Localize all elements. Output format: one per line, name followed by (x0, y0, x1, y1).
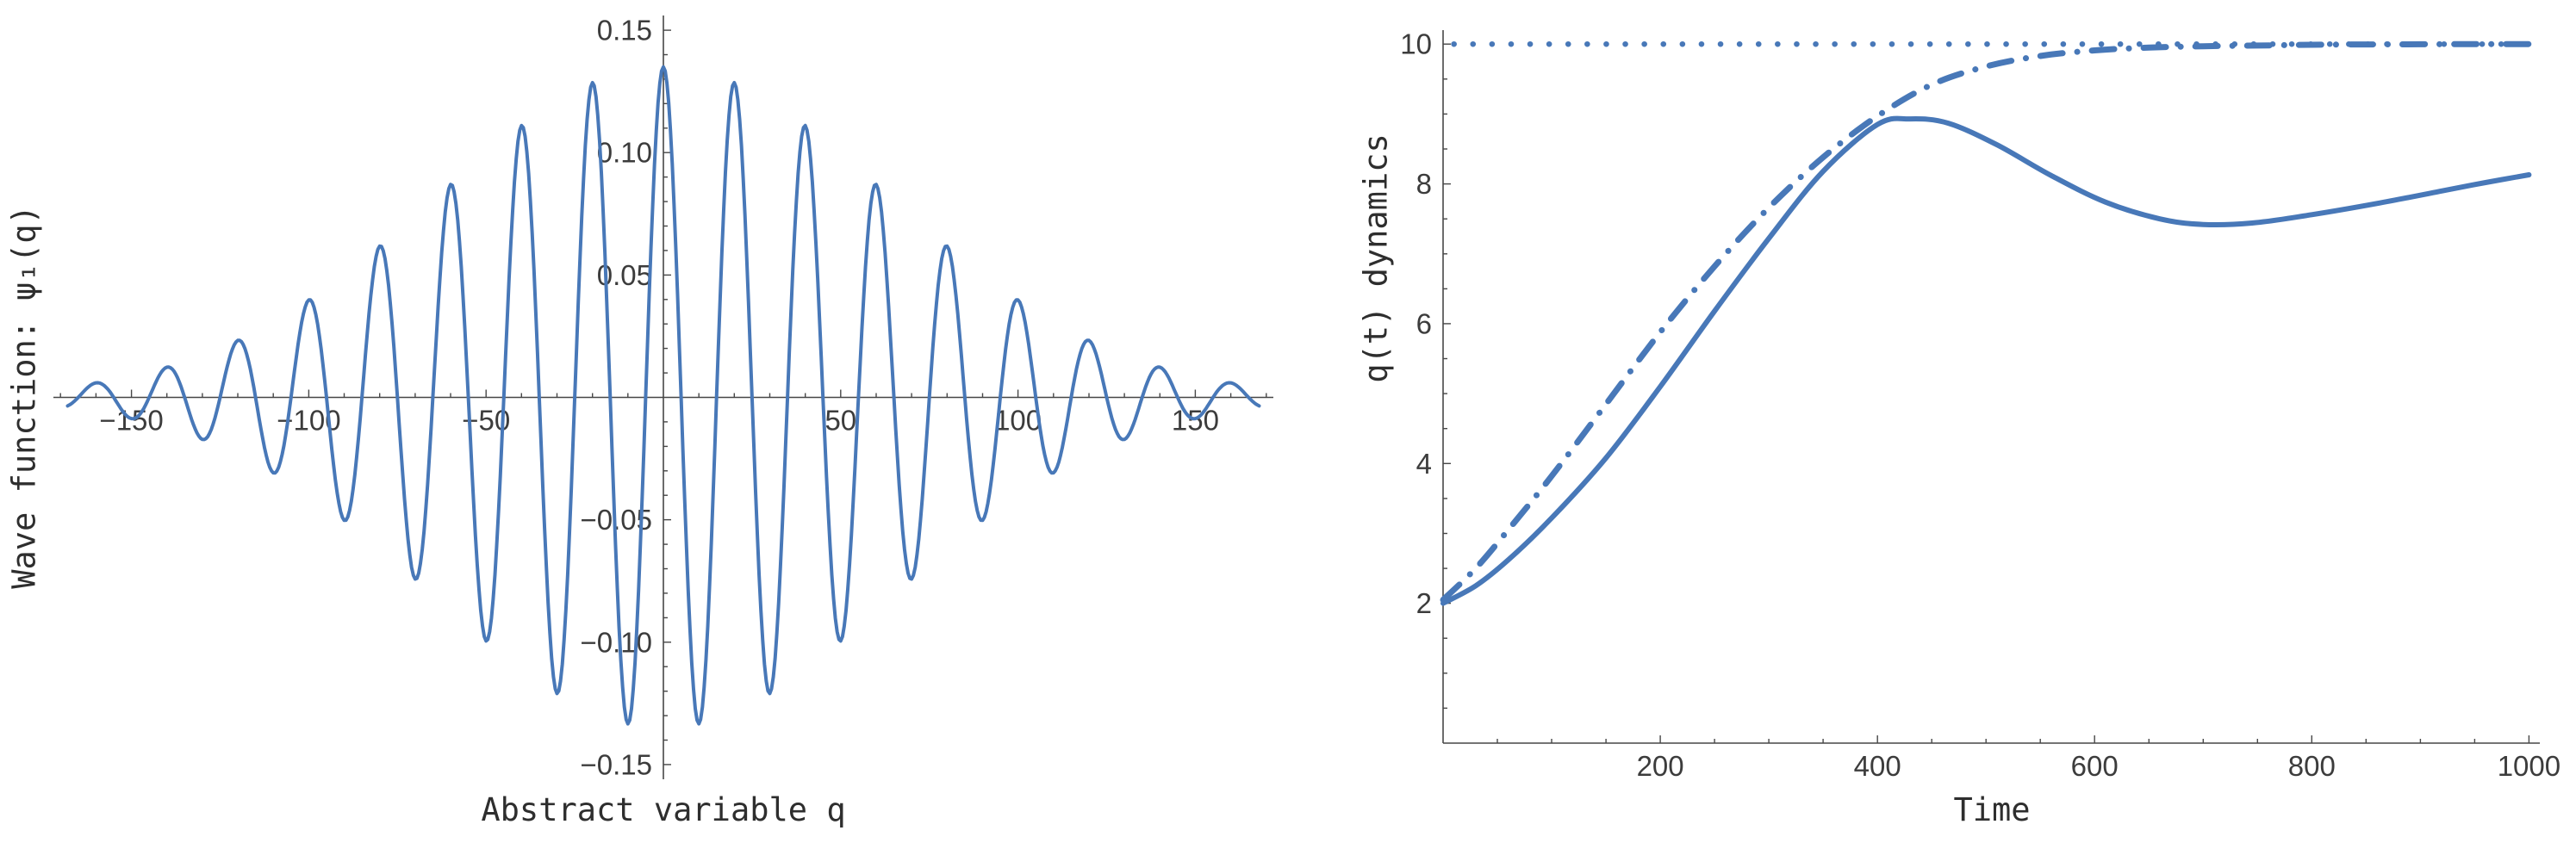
y-tick-label: 4 (1416, 448, 1432, 480)
ticks (1443, 43, 2530, 743)
y-tick-label: 2 (1416, 587, 1432, 619)
x-tick-label: 400 (1854, 750, 1901, 782)
dynamics-x-axis-label: Time (1953, 791, 2031, 828)
wave-x-axis-label: Abstract variable q (481, 791, 846, 828)
y-tick-label: 10 (1400, 28, 1432, 60)
axes (53, 15, 1273, 779)
series-dash-dotted-relaxation (1440, 40, 2532, 604)
dynamics-y-axis-label: q(t) dynamics (1357, 133, 1395, 383)
wave-function-plot-svg: −150 −100 −50 50 100 150−0.15−0.10−0.050.050.… (53, 15, 1273, 780)
x-tick-label: 600 (2071, 750, 2119, 782)
x-tick-label: 1000 (2498, 750, 2560, 782)
series-solid-damped-overshoot (1440, 115, 2532, 606)
series-wave-packet (65, 65, 1261, 726)
y-tick-label: 8 (1416, 168, 1432, 200)
tick-labels: 200 400 600 800 1000 2 4 6 8 10 (1400, 28, 2560, 782)
wave-y-axis-label: Wave function: ψ₁(q) (5, 205, 43, 589)
y-tick-label: 0.10 (597, 137, 652, 169)
y-tick-label: −0.15 (581, 748, 653, 780)
x-tick-label: 100 (994, 405, 1042, 437)
x-tick-label: 50 (824, 405, 856, 437)
axes (1442, 30, 2540, 744)
x-tick-label: 800 (2288, 750, 2336, 782)
y-tick-label: −0.10 (581, 626, 653, 658)
y-tick-label: 0.15 (597, 15, 652, 46)
wave-function-chart: −150 −100 −50 50 100 150 −0.15 −0.10 −0.05 0.05 0.… (5, 15, 1273, 828)
y-tick-label: 6 (1416, 307, 1432, 339)
x-tick-label: 200 (1637, 750, 1684, 782)
dynamics-plot-svg: 200 400 600 800 1000 2 4 6 8 10 (1400, 28, 2560, 782)
dynamics-chart: 200 400 600 800 1000 2 4 6 8 10 Time q(t) dynamic… (1292, 0, 2576, 843)
ticks (59, 29, 1267, 766)
